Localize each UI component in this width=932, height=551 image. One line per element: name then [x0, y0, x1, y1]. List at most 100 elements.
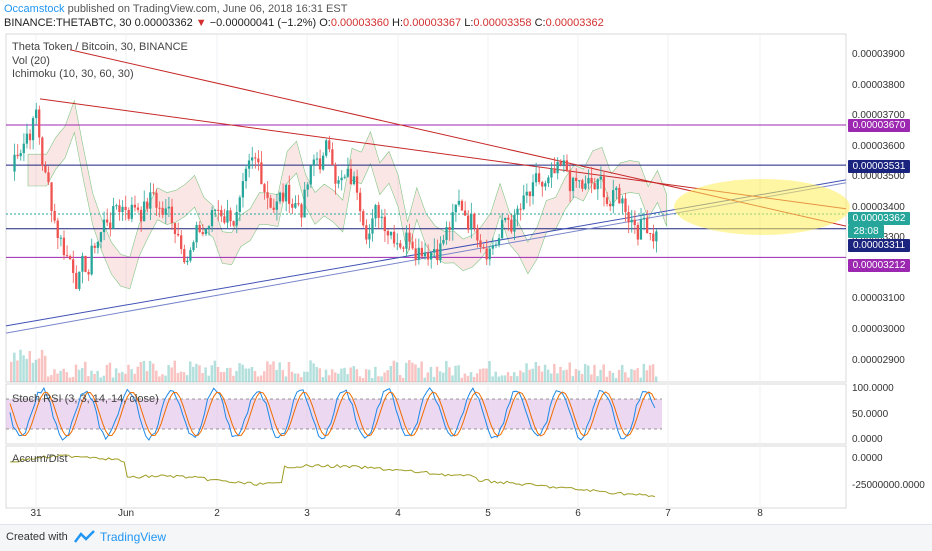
candle-body: [624, 198, 627, 212]
candle-body: [247, 160, 251, 169]
volume-bar: [568, 362, 571, 382]
candle-body: [59, 237, 62, 239]
x-tick: 31: [30, 508, 42, 519]
candle-body: [303, 189, 306, 218]
volume-bar: [636, 368, 639, 382]
price-chart[interactable]: [0, 32, 932, 524]
candle-body: [402, 247, 405, 249]
chart-title: Theta Token / Bitcoin, 30, BINANCE: [12, 41, 188, 53]
volume-bar: [318, 368, 322, 382]
volume-bar: [259, 375, 263, 382]
volume-bar: [195, 363, 198, 382]
candle-body: [241, 181, 245, 198]
volume-bar: [630, 369, 633, 382]
candle-body: [504, 217, 507, 221]
volume-bar: [142, 360, 146, 382]
volume-bar: [460, 377, 463, 382]
volume-bar: [269, 364, 272, 382]
volume-bar: [386, 370, 389, 382]
candle-body: [229, 210, 232, 222]
volume-bar: [244, 368, 247, 382]
volume-bar: [198, 365, 201, 382]
candle-body: [534, 173, 538, 183]
volume-bar: [155, 370, 158, 382]
candle-body: [408, 232, 411, 242]
candle-body: [124, 206, 127, 211]
volume-bar: [361, 377, 365, 382]
volume-bar: [40, 349, 44, 382]
volume-bar: [263, 371, 266, 382]
candle-body: [105, 219, 109, 223]
volume-bar: [192, 366, 195, 382]
volume-bar: [605, 376, 609, 382]
volume-bar: [16, 360, 19, 382]
volume-bar: [296, 373, 300, 382]
volume-bar: [401, 377, 405, 382]
candle-body: [226, 210, 229, 223]
candle-body: [365, 225, 368, 240]
y-tick: 0.00003700: [852, 110, 905, 121]
volume-bar: [19, 349, 22, 382]
candle-body: [96, 241, 99, 248]
volume-bar: [596, 376, 599, 382]
candle-body: [346, 168, 349, 177]
tradingview-logo-icon[interactable]: [74, 529, 96, 545]
accum-pane[interactable]: [5, 445, 847, 509]
volume-bar: [389, 365, 393, 382]
candle-body: [334, 165, 337, 184]
volume-bar: [593, 364, 596, 382]
volume-bar: [519, 370, 522, 382]
candle-body: [84, 255, 87, 272]
candle-body: [47, 172, 50, 183]
candle-body: [510, 219, 513, 232]
candle-body: [257, 158, 260, 163]
volume-bar: [108, 362, 112, 382]
candle-body: [433, 249, 436, 253]
tradingview-brand-link[interactable]: TradingView: [100, 530, 167, 544]
candle-body: [53, 210, 56, 221]
volume-bar: [380, 376, 383, 382]
volume-bar: [343, 367, 346, 382]
volume-bar: [651, 364, 655, 382]
y-tick: 0.00003000: [852, 324, 905, 335]
candle-body: [263, 184, 266, 193]
candle-body: [232, 221, 235, 226]
volume-bar: [164, 375, 167, 382]
candle-body: [34, 109, 38, 119]
candle-body: [266, 192, 269, 198]
volume-bar: [161, 374, 164, 382]
candle-body: [417, 247, 420, 260]
candle-body: [605, 197, 609, 204]
candle-body: [516, 208, 519, 215]
candle-body: [574, 177, 578, 181]
candle-body: [343, 176, 346, 178]
price-label-resistance: 0.00003670: [848, 119, 910, 132]
volume-bar: [37, 358, 41, 382]
volume-bar: [494, 371, 497, 382]
candle-body: [578, 180, 581, 182]
candle-body: [183, 249, 186, 263]
candle-body: [315, 158, 319, 160]
author-link[interactable]: Occamstock: [4, 3, 65, 15]
volume-bar: [491, 376, 494, 382]
volume-bar: [22, 355, 25, 382]
volume-bar: [324, 369, 328, 382]
candle-body: [328, 140, 331, 150]
candle-body: [201, 232, 204, 235]
candle-body: [460, 200, 464, 211]
volume-bar: [534, 361, 538, 382]
volume-bar: [590, 374, 593, 382]
candle-body: [448, 226, 451, 230]
candle-body: [466, 215, 470, 230]
volume-bar: [182, 372, 186, 382]
volume-bar: [204, 367, 207, 382]
candle-body: [121, 206, 124, 213]
candle-body: [25, 133, 29, 144]
candle-body: [186, 260, 189, 263]
candle-body: [519, 208, 522, 210]
volume-bar: [124, 373, 127, 382]
volume-bar: [423, 377, 426, 382]
candle-body: [176, 233, 180, 236]
volume-bar: [105, 364, 109, 382]
candle-body: [618, 187, 621, 204]
